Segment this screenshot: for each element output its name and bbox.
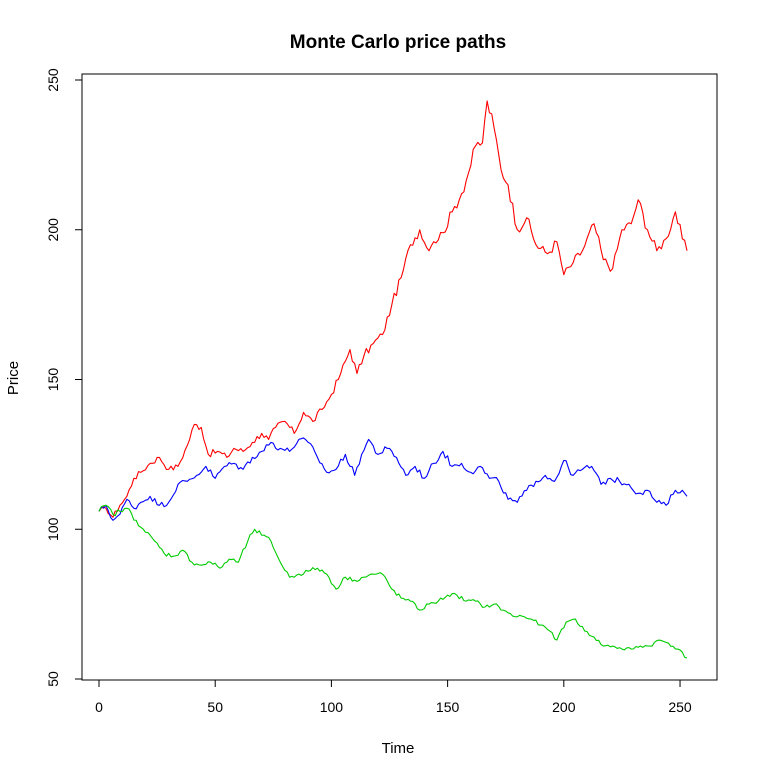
y-tick-label: 200 bbox=[45, 218, 61, 242]
x-axis: 0 50 100 150 200 250 bbox=[95, 680, 692, 715]
plot-frame bbox=[81, 73, 718, 681]
y-tick-label: 250 bbox=[45, 68, 61, 92]
series-line-3 bbox=[98, 504, 688, 659]
x-tick-label: 100 bbox=[320, 699, 344, 715]
y-axis: 50 100 150 200 250 bbox=[45, 68, 82, 687]
y-tick-label: 150 bbox=[45, 368, 61, 392]
x-tick-label: 250 bbox=[668, 699, 692, 715]
y-tick-label: 100 bbox=[45, 517, 61, 541]
x-tick-label: 200 bbox=[552, 699, 576, 715]
series-line-1 bbox=[98, 100, 688, 518]
x-tick-label: 150 bbox=[436, 699, 460, 715]
x-tick-label: 50 bbox=[207, 699, 223, 715]
y-axis-label: Price bbox=[5, 361, 22, 395]
series-line-2 bbox=[98, 437, 688, 521]
x-axis-label: Time bbox=[382, 740, 415, 757]
chart-title: Monte Carlo price paths bbox=[290, 32, 506, 53]
series-layer bbox=[98, 100, 688, 659]
y-tick-label: 50 bbox=[45, 671, 61, 687]
x-tick-label: 0 bbox=[95, 699, 103, 715]
